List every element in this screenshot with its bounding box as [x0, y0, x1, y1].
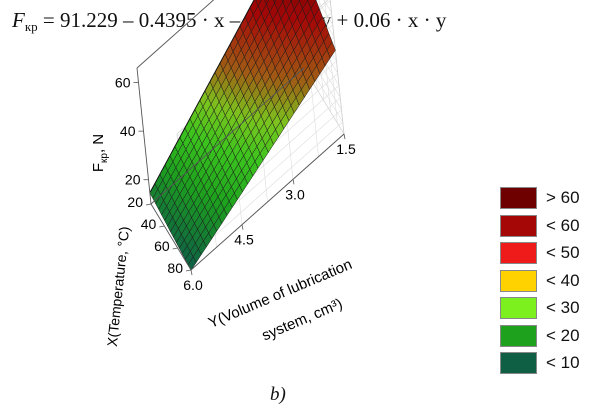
y-axis-line [150, 67, 305, 205]
y-tick-label: 6.0 [183, 277, 203, 293]
x-tick-label: 80 [167, 260, 183, 276]
legend-swatch [500, 269, 537, 292]
x-tick-mark [185, 269, 192, 272]
legend-label: < 60 [546, 215, 580, 235]
legend-item: > 60 [500, 186, 580, 210]
y-axis-line-back [190, 133, 345, 271]
legend-item: < 30 [500, 296, 580, 320]
surface-cell [255, 0, 262, 7]
legend: > 60 < 60 < 50 < 40 < 30 < 20 < 10 [500, 186, 580, 379]
legend-swatch [500, 324, 537, 347]
legend-label: < 20 [546, 325, 580, 345]
y-tick-mark [292, 179, 295, 185]
x-axis-label: X(Temperature, °C) [104, 226, 133, 348]
y-tick-mark [241, 224, 244, 230]
surface-cell [264, 0, 270, 5]
response-surface [149, 0, 336, 271]
surface-cell [273, 0, 277, 4]
legend-label: < 40 [546, 270, 580, 290]
x-tick-mark [172, 247, 178, 250]
z-axis-label-sub: кр [99, 153, 110, 163]
legend-label: < 50 [546, 243, 580, 262]
z-axis-line [136, 67, 152, 205]
z-axis-label-unit: , N [90, 134, 107, 153]
equation-lhs-subscript: кр [24, 19, 38, 34]
y-tick-mark [343, 133, 346, 140]
legend-label: < 10 [546, 353, 580, 372]
legend-swatch [500, 352, 537, 374]
legend-swatch [500, 214, 537, 237]
legend-item: < 40 [500, 269, 580, 293]
z-axis-label: Fкр, N [90, 134, 110, 172]
z-tick-label: 40 [120, 123, 136, 139]
z-axis-label-main: F [90, 163, 107, 172]
legend-item: < 20 [500, 324, 580, 348]
z-tick-label: 60 [115, 75, 131, 91]
legend-item: < 60 [500, 214, 580, 238]
x-tick-mark [145, 203, 152, 206]
legend-item: < 10 [500, 351, 580, 375]
legend-swatch [500, 242, 537, 264]
tick-labels: 20 40 60 20 40 60 806.0 4.5 3.0 1.5 [115, 75, 356, 293]
plot-axes [133, 0, 346, 276]
legend-label: < 30 [546, 298, 580, 317]
x-tick-label: 60 [154, 238, 170, 254]
y-tick-label: 3.0 [285, 186, 305, 202]
figure-caption: b) [270, 384, 286, 405]
legend-item: < 50 [500, 241, 580, 265]
x-tick-label: 40 [141, 216, 157, 232]
surface-cell [326, 41, 336, 59]
y-tick-label: 1.5 [336, 141, 356, 157]
y-tick-label: 4.5 [234, 232, 254, 248]
legend-swatch [500, 297, 537, 319]
x-tick-label: 20 [127, 194, 143, 210]
legend-label: > 60 [546, 188, 580, 207]
y-tick-mark [190, 269, 193, 276]
x-axis-line [150, 203, 192, 271]
x-tick-mark [159, 225, 165, 228]
surface-edge [149, 0, 255, 194]
top-edge-line [136, 0, 215, 69]
equation-lhs-symbol: F [12, 8, 25, 32]
legend-swatch [500, 187, 537, 209]
z-tick-label: 20 [125, 172, 141, 188]
